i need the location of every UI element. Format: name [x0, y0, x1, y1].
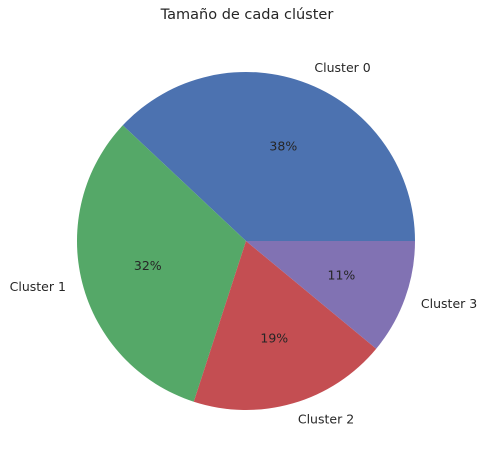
- percent-label: 19%: [260, 330, 288, 345]
- pie-slice-cluster-1: [76, 125, 247, 402]
- pie-slice-cluster-3: [246, 241, 415, 349]
- slice-label: Cluster 0: [314, 60, 370, 75]
- percent-label: 11%: [328, 267, 356, 282]
- chart-title: Tamaño de cada clúster: [160, 7, 334, 23]
- slice-label: Cluster 3: [421, 296, 477, 311]
- slice-label: Cluster 1: [10, 279, 66, 294]
- percent-label: 32%: [134, 258, 162, 273]
- slice-label: Cluster 2: [298, 412, 354, 427]
- percent-label: 38%: [269, 139, 297, 154]
- pie-slice-cluster-2: [193, 241, 377, 411]
- pie-slice-cluster-0: [122, 71, 416, 241]
